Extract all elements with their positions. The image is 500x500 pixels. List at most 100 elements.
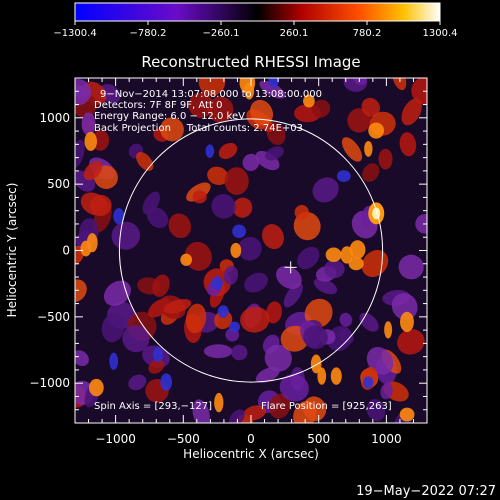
heatmap-bright-blob — [310, 354, 322, 374]
heatmap-blob — [83, 161, 103, 181]
heatmap-negative-blob — [268, 78, 280, 88]
colorbar — [74, 2, 441, 22]
heatmap-negative-blob — [153, 347, 163, 362]
heatmap-bright-blob — [368, 122, 385, 139]
heatmap-blob — [294, 204, 309, 220]
heatmap-blob — [128, 374, 147, 391]
heatmap-blob — [111, 221, 141, 250]
colorbar-tick-label: 260.1 — [280, 28, 309, 39]
heatmap-blob — [264, 344, 292, 372]
heatmap-bright-blob — [325, 247, 342, 262]
y-axis-label: Heliocentric Y (arcsec) — [5, 183, 19, 318]
heatmap-bright-blob — [80, 240, 92, 257]
x-axis-label: Heliocentric X (arcsec) — [183, 447, 319, 461]
heatmap-layer — [75, 78, 427, 423]
heatmap-blob — [397, 329, 425, 355]
heatmap-blob — [339, 312, 353, 327]
heatmap-bright-blob — [400, 311, 414, 332]
heatmap-blob — [81, 112, 96, 136]
heatmap-blob — [338, 328, 354, 344]
y-tick-label: 1000 — [39, 111, 70, 125]
heatmap-bright-blob — [348, 256, 364, 271]
heatmap-blob — [218, 142, 238, 159]
info-line-time: 9−Nov−2014 13:07:08.000 to 13:08:00.000 — [100, 89, 322, 100]
x-tick-label: 0 — [247, 432, 255, 446]
heatmap-blob — [378, 148, 393, 170]
chart-title: Reconstructed RHESSI Image — [141, 53, 360, 71]
heatmap-blob — [391, 293, 418, 320]
heatmap-negative-blob — [211, 276, 223, 290]
x-tick-label: −1000 — [95, 432, 136, 446]
heatmap-blob — [229, 409, 245, 423]
heatmap-blob — [184, 241, 212, 271]
heatmap-blob — [101, 313, 125, 343]
heatmap-blob — [303, 325, 328, 350]
info-line-detectors: Detectors: 7F 8F 9F, Att 0 — [94, 100, 222, 111]
heatmap-negative-blob — [217, 305, 229, 318]
heatmap-blob — [207, 96, 234, 123]
heatmap-blob — [311, 99, 331, 118]
y-tick-label: 0 — [62, 244, 70, 258]
heatmap-blob — [401, 98, 422, 126]
heatmap-bright-blob — [317, 367, 327, 385]
heatmap-blob — [147, 207, 169, 229]
heatmap-blob — [242, 153, 260, 172]
y-tick-label: 500 — [47, 177, 70, 191]
heatmap-blob — [163, 299, 192, 314]
heatmap-bright-blob — [330, 367, 342, 385]
heatmap-blob — [168, 213, 192, 239]
heatmap-blob — [283, 282, 303, 308]
heatmap-blob — [275, 265, 302, 289]
heatmap-bright-blob — [399, 407, 415, 422]
flare-position-label: Flare Position = [925,263] — [261, 401, 392, 412]
heatmap-negative-blob — [228, 321, 240, 333]
heatmap-blob — [89, 194, 112, 217]
heatmap-negative-blob — [336, 170, 351, 182]
colorbar-ticks: −1300.4 −780.2 −260.1 260.1 780.2 1300.4 — [53, 21, 458, 39]
heatmap-blob — [142, 191, 161, 215]
heatmap-blob — [279, 373, 309, 402]
heatmap-blob — [240, 306, 270, 333]
heatmap-blob — [259, 80, 286, 99]
colorbar-tick-label: −1300.4 — [53, 28, 96, 39]
heatmap-negative-blob — [362, 376, 374, 389]
heatmap-bright-blob — [303, 94, 315, 108]
heatmap-blob — [293, 400, 317, 423]
heatmap-bright-blob — [230, 242, 242, 258]
timestamp: 19−May−2022 07:27 — [356, 484, 496, 499]
heatmap-negative-blob — [113, 208, 125, 225]
heatmap-blob — [265, 146, 284, 161]
heatmap-bright-blob — [244, 82, 255, 100]
heatmap-blob — [238, 236, 262, 261]
heatmap-blob — [255, 366, 280, 383]
axis-ticks: −1000 −500 0 500 1000 −1000 −500 0 500 1000 — [29, 78, 427, 446]
heatmap-blob — [232, 197, 253, 218]
heatmap-blob — [211, 194, 236, 219]
heatmap-blob — [313, 278, 338, 295]
heatmap-blob — [244, 272, 268, 293]
x-tick-label: 1000 — [371, 432, 402, 446]
heatmap-bright-blob — [84, 131, 97, 151]
heatmap-blob — [75, 350, 89, 367]
heatmap-blob — [380, 383, 393, 400]
heatmap-blob — [366, 399, 386, 422]
heatmap-blob — [148, 359, 165, 374]
colorbar-tick-label: −260.1 — [202, 28, 239, 39]
heatmap-negative-blob — [232, 224, 247, 238]
heatmap-negative-blob — [205, 144, 215, 158]
heatmap-blob — [362, 163, 380, 182]
x-tick-label: −500 — [167, 432, 200, 446]
info-line-method: Back Projection Total counts: 2.74E+03 — [94, 123, 303, 134]
heatmap-blob — [207, 166, 229, 186]
heatmap-blob — [361, 97, 381, 117]
heatmap-bright-blob — [349, 240, 366, 259]
heatmap-blob — [266, 301, 282, 324]
heatmap-blob — [136, 152, 154, 171]
heatmap-bright-blob — [364, 140, 373, 157]
heatmap-blob — [185, 303, 207, 334]
heatmap-blob — [198, 78, 226, 96]
heatmap-negative-blob — [160, 373, 173, 391]
y-tick-label: −500 — [37, 310, 70, 324]
heatmap-blob — [75, 279, 87, 303]
